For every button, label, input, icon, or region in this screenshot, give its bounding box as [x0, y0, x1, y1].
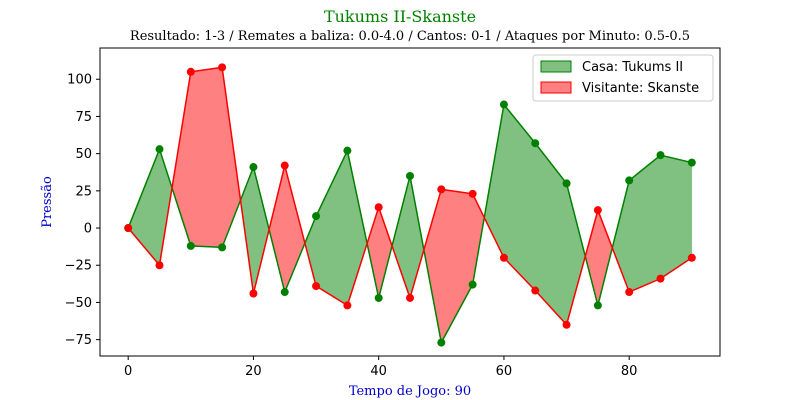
- plot-frame: [99, 47, 721, 357]
- y-tick-label: −50: [65, 296, 92, 311]
- away-pressure-area: [221, 67, 241, 248]
- home-pressure-area: [484, 104, 505, 258]
- home-pressure-area: [253, 166, 270, 294]
- y-axis: −75 −50 −25 0 25 50 75 100: [65, 73, 100, 348]
- x-tick-label: 0: [124, 364, 132, 379]
- x-axis: 0 20 40 60 80: [124, 356, 637, 379]
- away-pressure-area: [268, 165, 285, 293]
- away-pressure-area: [585, 210, 599, 306]
- fill-layer: [127, 67, 693, 343]
- legend-swatch-away: [540, 81, 572, 94]
- away-data-point: [280, 161, 289, 170]
- away-data-point: [593, 206, 602, 215]
- home-data-point: [656, 151, 665, 160]
- y-tick-label: 0: [84, 222, 92, 237]
- away-data-point: [625, 288, 634, 297]
- away-data-point: [656, 274, 665, 283]
- away-pressure-area: [441, 189, 473, 343]
- home-data-point: [562, 179, 571, 188]
- home-data-point: [437, 338, 446, 347]
- away-pressure-area: [171, 71, 192, 246]
- home-data-point: [499, 100, 508, 109]
- y-axis-label: Pressão: [40, 176, 55, 228]
- away-data-point: [499, 253, 508, 262]
- away-data-point: [124, 224, 133, 233]
- x-tick-label: 80: [621, 364, 638, 379]
- away-data-point: [343, 301, 352, 310]
- home-data-point: [468, 280, 477, 289]
- away-data-point: [186, 67, 195, 76]
- home-pressure-area: [535, 142, 567, 326]
- point-layer: [124, 63, 696, 347]
- away-data-point: [562, 320, 571, 329]
- away-data-point: [249, 289, 258, 298]
- chart-title: Tukums II-Skanste: [324, 7, 476, 26]
- home-pressure-area: [127, 149, 160, 266]
- y-tick-label: −25: [65, 259, 92, 274]
- legend: Casa: Tukums II Visitante: Skanste: [532, 54, 714, 102]
- away-pressure-area: [190, 67, 223, 248]
- x-tick-label: 40: [370, 364, 387, 379]
- legend-label-away: Visitante: Skanste: [582, 81, 699, 96]
- x-tick-label: 20: [245, 364, 262, 379]
- home-data-point: [625, 176, 634, 185]
- away-data-point: [531, 286, 540, 295]
- home-data-point: [218, 243, 227, 252]
- home-pressure-area: [315, 150, 348, 306]
- away-data-point: [437, 185, 446, 194]
- x-tick-label: 60: [496, 364, 513, 379]
- y-tick-label: 75: [75, 110, 92, 125]
- home-data-point: [280, 288, 289, 297]
- legend-box: [532, 54, 714, 102]
- home-pressure-area: [566, 183, 586, 325]
- home-data-point: [593, 301, 602, 310]
- away-data-point: [374, 203, 383, 212]
- home-data-point: [312, 212, 321, 221]
- away-data-point: [687, 253, 696, 262]
- home-data-point: [343, 146, 352, 155]
- home-data-point: [155, 145, 164, 154]
- home-data-point: [406, 171, 414, 180]
- away-data-point: [155, 261, 164, 270]
- away-data-point: [406, 293, 414, 302]
- home-data-point: [249, 163, 258, 172]
- legend-swatch-home: [540, 60, 572, 73]
- y-tick-label: 25: [75, 184, 92, 199]
- home-data-point: [186, 241, 195, 250]
- y-tick-label: 50: [75, 147, 92, 162]
- away-data-point: [218, 63, 227, 72]
- y-tick-label: 100: [67, 73, 92, 88]
- home-data-point: [374, 293, 383, 302]
- home-data-point: [531, 139, 540, 148]
- home-data-point: [687, 158, 696, 167]
- away-data-point: [468, 189, 477, 198]
- chart-subtitle: Resultado: 1-3 / Remates a baliza: 0.0-4…: [130, 29, 690, 44]
- home-pressure-area: [628, 154, 661, 293]
- legend-label-home: Casa: Tukums II: [582, 60, 683, 75]
- x-axis-label: Tempo de Jogo: 90: [349, 384, 471, 399]
- y-tick-label: −75: [65, 333, 92, 348]
- away-data-point: [312, 282, 321, 291]
